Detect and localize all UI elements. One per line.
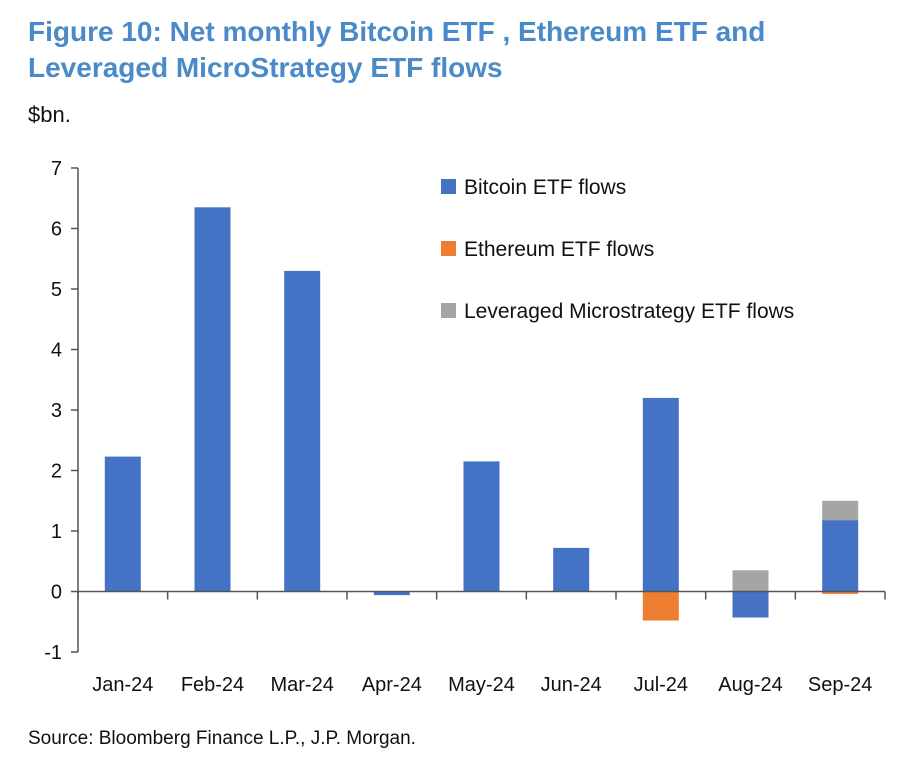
bar-sep-24-series-2 [822,500,859,521]
bar-jul-24-series-1 [642,591,679,621]
bar-sep-24-series-0 [822,520,859,592]
chart-title: Figure 10: Net monthly Bitcoin ETF , Eth… [28,16,766,83]
y-tick-label: -1 [44,642,62,664]
y-tick-label: 4 [51,340,62,362]
y-tick-label: 5 [51,279,62,301]
y-unit-label: $bn. [28,102,71,127]
legend-label-2: Leveraged Microstrategy ETF flows [464,300,794,323]
x-tick-label-sep-24: Sep-24 [808,674,873,696]
y-tick-label: 6 [51,219,62,241]
bar-feb-24-series-0 [194,207,231,592]
x-tick-label-feb-24: Feb-24 [181,674,244,696]
legend-swatch-1 [441,241,456,256]
bar-jan-24-series-0 [104,456,141,592]
legend-label-1: Ethereum ETF flows [464,238,654,261]
bar-apr-24-series-0 [373,591,410,596]
bar-aug-24-series-0 [732,591,769,618]
legend-swatch-2 [441,303,456,318]
legend-label-0: Bitcoin ETF flows [464,176,626,199]
y-tick-label: 1 [51,521,62,543]
y-tick-label: 3 [51,400,62,422]
x-tick-label-jan-24: Jan-24 [92,674,153,696]
axes-layer: -1 0 1 2 3 4 5 6 7 Jan-24 Feb-24 Mar-24 Apr-24 May-24… [44,158,886,696]
x-tick-label-jun-24: Jun-24 [541,674,602,696]
bar-jun-24-series-0 [553,547,590,592]
y-tick-label: 2 [51,461,62,483]
y-tick-label: 0 [51,582,62,604]
x-tick-label-mar-24: Mar-24 [270,674,333,696]
bar-may-24-series-0 [463,461,500,592]
x-tick-label-apr-24: Apr-24 [362,674,422,696]
source-note: Source: Bloomberg Finance L.P., J.P. Mor… [28,728,416,749]
legend: Bitcoin ETF flows Ethereum ETF flows Lever… [441,176,794,323]
x-tick-label-aug-24: Aug-24 [718,674,783,696]
bar-aug-24-series-2 [732,570,769,592]
x-tick-label-jul-24: Jul-24 [634,674,688,696]
y-tick-label: 7 [51,158,62,180]
bar-mar-24-series-0 [284,270,321,592]
bars-layer [104,207,859,621]
legend-swatch-0 [441,179,456,194]
bar-jul-24-series-0 [642,397,679,592]
bar-sep-24-series-1 [822,591,859,594]
x-tick-label-may-24: May-24 [448,674,515,696]
bar-chart: -1 0 1 2 3 4 5 6 7 Jan-24 Feb-24 Mar-24 Apr-24 May-24… [44,158,886,696]
